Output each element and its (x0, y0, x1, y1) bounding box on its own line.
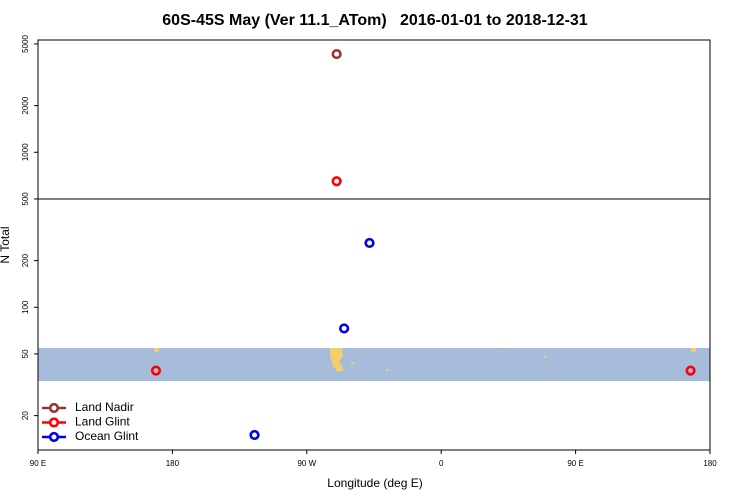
legend-marker (48, 402, 60, 414)
y-axis-label: N Total (0, 226, 12, 263)
land-patch (386, 369, 388, 371)
y-tick-label: 50 (21, 349, 30, 358)
land-patch (498, 351, 500, 352)
x-tick-label: 180 (166, 459, 180, 468)
data-point (249, 429, 260, 441)
x-tick-label: 180 (703, 459, 717, 468)
y-tick-label: 5000 (21, 34, 30, 52)
x-tick-label: 0 (439, 459, 444, 468)
data-point (150, 365, 162, 376)
y-tick-label: 20 (21, 411, 30, 420)
data-point (331, 176, 342, 187)
y-tick-label: 500 (21, 192, 30, 206)
legend-label: Land Nadir (75, 400, 134, 414)
y-tick-label: 200 (21, 253, 30, 267)
data-point (331, 48, 342, 60)
y-tick-label: 100 (21, 300, 30, 314)
land-patch (330, 348, 344, 372)
legend-label: Ocean Glint (75, 429, 139, 443)
plot-frame (37, 39, 711, 451)
data-point (685, 365, 696, 376)
x-tick-label: 90 E (567, 459, 583, 468)
chart-title: 60S-45S May (Ver 11.1_ATom) 2016-01-01 t… (162, 12, 588, 29)
y-tick-label: 1000 (21, 143, 30, 161)
x-axis-label: Longitude (deg E) (327, 476, 422, 490)
land-patch (351, 362, 354, 364)
legend-marker (48, 431, 60, 443)
ocean-band (38, 348, 710, 381)
data-point (364, 237, 375, 249)
x-tick-label: 90 E (30, 459, 46, 468)
legend-label: Land Glint (75, 415, 130, 429)
map-strip (38, 348, 710, 381)
y-tick-label: 2000 (21, 96, 30, 114)
land-patch (154, 348, 159, 352)
land-patch (691, 348, 696, 352)
x-tick-label: 90 W (297, 459, 316, 468)
land-patch (544, 356, 546, 358)
data-point (339, 323, 350, 334)
legend-marker (48, 417, 60, 428)
